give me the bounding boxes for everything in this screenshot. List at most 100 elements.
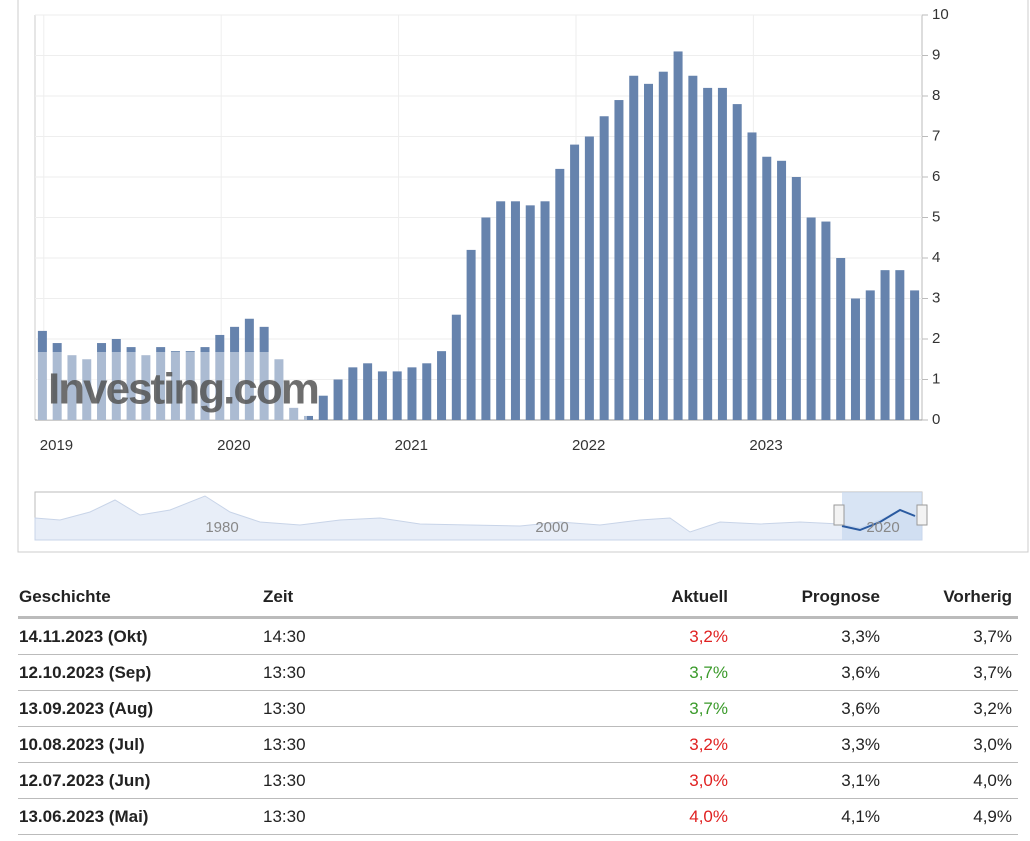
bar xyxy=(717,87,727,421)
x-tick-label: 2019 xyxy=(40,437,73,454)
bar xyxy=(170,351,180,420)
bar xyxy=(407,367,417,420)
table-row: 14.11.2023 (Okt) 14:30 3,2% 3,3% 3,7% xyxy=(18,617,1018,655)
bar xyxy=(880,270,890,420)
column-header: Vorherig xyxy=(881,578,1018,619)
bar xyxy=(230,326,240,420)
bar xyxy=(244,318,254,420)
forecast-cell: 4,1% xyxy=(729,798,881,835)
x-tick-label: 2022 xyxy=(572,437,605,454)
bar xyxy=(156,347,166,420)
bar xyxy=(703,87,713,421)
bar xyxy=(215,334,225,420)
bar xyxy=(525,205,535,420)
column-header: Geschichte xyxy=(18,578,262,619)
y-tick-label: 8 xyxy=(932,87,940,104)
actual-cell: 3,7% xyxy=(463,690,729,727)
date-cell: 14.11.2023 (Okt) xyxy=(18,617,262,655)
x-tick-label: 2020 xyxy=(217,437,250,454)
navigator-label: 1980 xyxy=(205,519,238,536)
forecast-cell: 3,6% xyxy=(729,690,881,727)
forecast-cell: 3,3% xyxy=(729,617,881,655)
navigator-handle[interactable] xyxy=(833,504,845,526)
bar xyxy=(496,201,506,420)
actual-cell: 3,0% xyxy=(463,762,729,799)
bar xyxy=(392,371,402,420)
bar xyxy=(584,136,594,420)
watermark-veil xyxy=(37,352,307,420)
bar xyxy=(644,83,654,420)
bar xyxy=(333,379,343,420)
chart-frame xyxy=(17,0,1029,553)
bar xyxy=(437,351,447,420)
bar xyxy=(629,75,639,420)
table-row: 13.06.2023 (Mai) 13:30 4,0% 4,1% 4,9% xyxy=(18,798,1018,835)
y-tick-label: 10 xyxy=(932,6,949,23)
bar xyxy=(747,132,757,420)
time-cell: 14:30 xyxy=(262,617,464,655)
time-cell: 13:30 xyxy=(262,762,464,799)
bar xyxy=(274,359,284,420)
bar xyxy=(141,355,151,420)
previous-cell: 3,7% xyxy=(881,617,1018,655)
bar xyxy=(895,270,905,420)
navigator: 1980 2000 2020 xyxy=(34,491,928,541)
bar xyxy=(289,407,299,420)
time-cell: 13:30 xyxy=(262,726,464,763)
x-tick-label: 2023 xyxy=(749,437,782,454)
date-cell: 12.07.2023 (Jun) xyxy=(18,762,262,799)
bar xyxy=(614,100,624,421)
bar xyxy=(67,355,77,420)
bar xyxy=(540,201,550,420)
forecast-cell: 3,6% xyxy=(729,654,881,691)
y-tick-label: 7 xyxy=(932,127,940,144)
table-row: 13.09.2023 (Aug) 13:30 3,7% 3,6% 3,2% xyxy=(18,690,1018,727)
table-header: Geschichte Zeit Aktuell Prognose Vorherig xyxy=(18,578,1018,619)
bar xyxy=(762,156,772,420)
bar xyxy=(97,343,107,420)
x-tick-label: 2021 xyxy=(395,437,428,454)
y-tick-label: 2 xyxy=(932,330,940,347)
y-tick-label: 4 xyxy=(932,249,940,266)
date-cell: 10.08.2023 (Jul) xyxy=(18,726,262,763)
date-cell: 13.06.2023 (Mai) xyxy=(18,798,262,835)
bar xyxy=(363,363,373,420)
bar xyxy=(555,168,565,420)
bar xyxy=(777,160,787,421)
bar xyxy=(865,290,875,420)
forecast-cell: 3,1% xyxy=(729,762,881,799)
bar xyxy=(259,326,269,420)
bar xyxy=(791,177,801,420)
bar xyxy=(806,217,816,420)
date-cell: 13.09.2023 (Aug) xyxy=(18,690,262,727)
table-row: 12.07.2023 (Jun) 13:30 3,0% 3,1% 4,0% xyxy=(18,762,1018,799)
bar xyxy=(850,298,860,420)
y-tick-label: 0 xyxy=(932,411,940,428)
time-cell: 13:30 xyxy=(262,798,464,835)
bar xyxy=(688,75,698,420)
forecast-cell: 3,3% xyxy=(729,726,881,763)
time-cell: 13:30 xyxy=(262,690,464,727)
chart: 0 1 2 3 4 5 6 7 8 9 10 2019 2020 2021 2022 2023 Investin… xyxy=(17,0,1029,553)
bar xyxy=(111,339,121,420)
bar xyxy=(836,258,846,420)
bar xyxy=(510,201,520,420)
history-table: Geschichte Zeit Aktuell Prognose Vorherig 14… xyxy=(18,578,1018,835)
actual-cell: 3,2% xyxy=(463,617,729,655)
navigator-label: 2000 xyxy=(535,519,568,536)
bar xyxy=(658,71,668,420)
navigator-handle[interactable] xyxy=(916,504,928,526)
bar xyxy=(185,351,195,420)
bar xyxy=(422,363,432,420)
column-header: Aktuell xyxy=(463,578,729,619)
y-tick-label: 5 xyxy=(932,208,940,225)
navigator-label: 2020 xyxy=(866,519,899,536)
bar xyxy=(200,347,210,420)
bar xyxy=(821,221,831,420)
bar xyxy=(82,359,92,420)
navigator-line xyxy=(841,508,916,532)
table-row: 12.10.2023 (Sep) 13:30 3,7% 3,6% 3,7% xyxy=(18,654,1018,691)
bar xyxy=(318,395,328,420)
table-row: 10.08.2023 (Jul) 13:30 3,2% 3,3% 3,0% xyxy=(18,726,1018,763)
